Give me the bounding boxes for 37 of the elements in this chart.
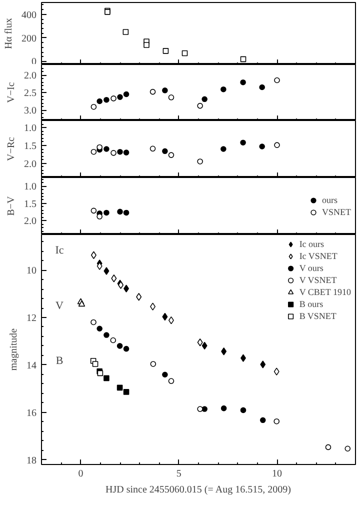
legend-label: Ic ours xyxy=(299,239,324,249)
y-axis-title: Hα flux xyxy=(4,18,14,50)
y-axis-title: V−Ic xyxy=(6,82,17,103)
legend-label: B ours xyxy=(299,299,324,309)
y-axis-title: V−Rc xyxy=(6,136,17,161)
y-tick-label: 10 xyxy=(26,266,36,277)
y-tick-label: 2.0 xyxy=(24,158,36,170)
annotation: V xyxy=(56,300,64,312)
legend-label: VSNET xyxy=(322,206,351,216)
y-tick-label: 1.0 xyxy=(24,182,36,193)
y-tick-label: 18 xyxy=(26,455,36,466)
y-tick-label: 14 xyxy=(26,360,36,372)
y-tick-label: 2.0 xyxy=(24,70,36,82)
annotation: Ic xyxy=(55,244,64,257)
legend-label: V CBET 1910 xyxy=(299,287,351,297)
y-tick-label: 2.5 xyxy=(24,88,36,99)
legend-label: V VSNET xyxy=(299,275,337,285)
legend-label: ours xyxy=(322,194,338,204)
legend-label: B VSNET xyxy=(299,311,336,321)
y-tick-label: 400 xyxy=(22,10,36,21)
legend-label: Ic VSNET xyxy=(299,251,338,261)
y-tick-label: 1.5 xyxy=(24,198,36,210)
x-axis-title: HJD since 2455060.015 (= Aug 16.515, 2009) xyxy=(106,484,291,496)
y-axis-title: magnitude xyxy=(8,328,20,371)
y-tick-label: 12 xyxy=(26,312,36,324)
y-tick-label: 3.0 xyxy=(24,106,36,116)
y-tick-label: 200 xyxy=(22,33,36,44)
y-tick-label: 2.0 xyxy=(24,216,36,228)
x-tick-label: 10 xyxy=(272,468,282,480)
y-tick-label: 1.5 xyxy=(24,140,36,152)
legend-label: V ours xyxy=(299,263,324,273)
y-tick-label: 16 xyxy=(26,408,36,419)
y-tick-label: 1.0 xyxy=(24,123,36,134)
x-tick-label: 0 xyxy=(78,468,84,480)
y-axis-title: B−V xyxy=(6,195,17,216)
annotation: B xyxy=(56,355,64,367)
x-tick-label: 5 xyxy=(176,468,182,480)
